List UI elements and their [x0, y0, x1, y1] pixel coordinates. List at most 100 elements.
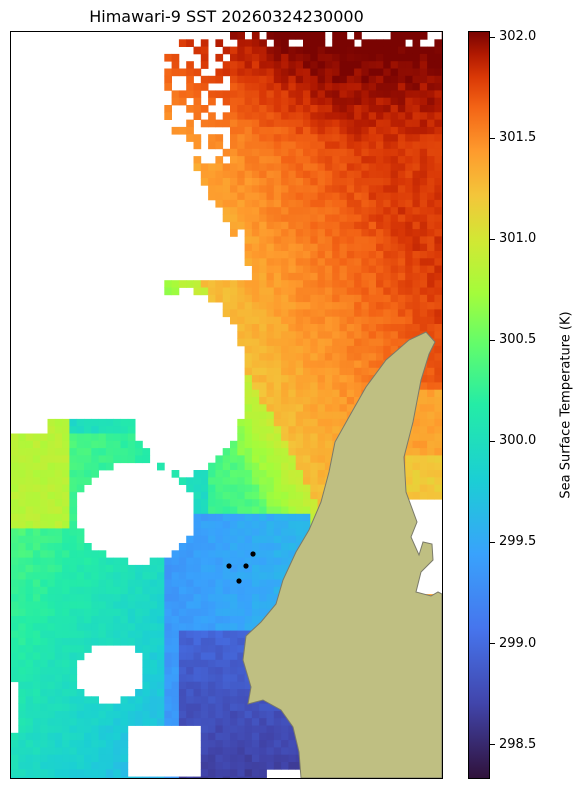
sst-cell	[427, 309, 435, 318]
sst-cell	[178, 601, 187, 610]
sst-cell	[222, 608, 231, 617]
sst-cell	[303, 316, 311, 325]
sst-cell	[91, 550, 99, 558]
sst-cell	[383, 39, 391, 47]
sst-cell	[91, 769, 99, 777]
sst-cell	[339, 353, 348, 361]
sst-cell	[157, 594, 165, 602]
sst-cell	[47, 543, 56, 551]
sst-cell	[127, 718, 136, 726]
sst-cell	[237, 156, 245, 164]
sst-cell	[390, 236, 399, 245]
sst-cell	[295, 148, 304, 157]
sst-cell	[237, 440, 245, 449]
sst-cell	[105, 630, 114, 639]
sst-cell	[47, 696, 56, 704]
sst-cell	[259, 513, 267, 522]
sst-cell	[259, 535, 267, 544]
sst-cell	[310, 375, 318, 383]
sst-cell	[11, 521, 19, 529]
sst-cell	[200, 506, 209, 515]
sst-cell	[259, 68, 267, 77]
sst-cell	[434, 119, 442, 128]
sst-cell	[193, 718, 202, 726]
sst-cell	[127, 426, 136, 434]
sst-cell	[142, 637, 151, 646]
sst-cell	[164, 601, 172, 610]
sst-cell	[434, 68, 442, 77]
sst-cell	[281, 229, 289, 237]
sst-cell	[230, 61, 238, 69]
sst-cell	[98, 601, 107, 610]
sst-cell	[288, 747, 297, 756]
sst-cell	[295, 470, 304, 478]
sst-cell	[324, 316, 333, 325]
sst-cell	[230, 608, 238, 617]
sst-cell	[237, 710, 245, 719]
sst-cell	[259, 251, 267, 259]
sst-cell	[405, 192, 413, 201]
sst-cell	[40, 506, 48, 515]
sst-cell	[310, 90, 318, 99]
sst-cell	[47, 616, 56, 624]
sst-cell	[390, 331, 399, 339]
sst-cell	[383, 90, 391, 99]
sst-cell	[317, 265, 326, 274]
sst-cell	[230, 543, 238, 551]
sst-cell	[244, 345, 253, 354]
sst-cell	[383, 331, 391, 339]
sst-cell	[215, 543, 224, 551]
sst-cell	[281, 243, 289, 252]
sst-cell	[266, 353, 275, 361]
sst-cell	[62, 623, 70, 631]
sst-cell	[230, 623, 238, 631]
sst-cell	[76, 645, 85, 653]
sst-cell	[397, 221, 406, 230]
sst-cell	[11, 623, 19, 631]
sst-cell	[215, 579, 224, 588]
sst-cell	[215, 762, 224, 770]
sst-cell	[310, 455, 318, 464]
sst-cell	[273, 90, 282, 99]
sst-cell	[390, 280, 399, 288]
sst-cell	[84, 725, 92, 734]
sst-cell	[427, 280, 435, 288]
sst-cell	[40, 477, 48, 485]
sst-cell	[40, 455, 48, 464]
sst-cell	[288, 97, 297, 106]
sst-cell	[427, 353, 435, 361]
sst-cell	[193, 608, 202, 617]
sst-cell	[18, 762, 26, 770]
sst-cell	[259, 272, 267, 281]
sst-cell	[317, 192, 326, 201]
sst-cell	[397, 214, 406, 223]
sst-cell	[303, 404, 311, 412]
sst-cell	[310, 484, 318, 493]
sst-cell	[434, 338, 442, 347]
sst-cell	[32, 543, 41, 551]
sst-cell	[84, 572, 92, 580]
sst-cell	[419, 214, 428, 223]
sst-cell	[69, 703, 78, 712]
sst-cell	[237, 148, 245, 157]
sst-cell	[332, 272, 340, 281]
sst-cell	[368, 243, 377, 252]
sst-cell	[40, 659, 48, 668]
sst-cell	[164, 681, 172, 690]
sst-cell	[69, 521, 78, 529]
sst-cell	[332, 397, 340, 405]
sst-cell	[157, 710, 165, 719]
sst-cell	[91, 426, 99, 434]
sst-cell	[281, 433, 289, 442]
sst-cell	[427, 258, 435, 266]
sst-cell	[98, 455, 107, 464]
sst-cell	[230, 586, 238, 595]
sst-cell	[405, 272, 413, 281]
sst-cell	[376, 236, 384, 245]
sst-cell	[295, 448, 304, 456]
sst-cell	[266, 426, 275, 434]
sst-cell	[244, 75, 253, 84]
station-marker	[236, 578, 242, 584]
sst-cell	[244, 572, 253, 580]
sst-cell	[419, 221, 428, 230]
